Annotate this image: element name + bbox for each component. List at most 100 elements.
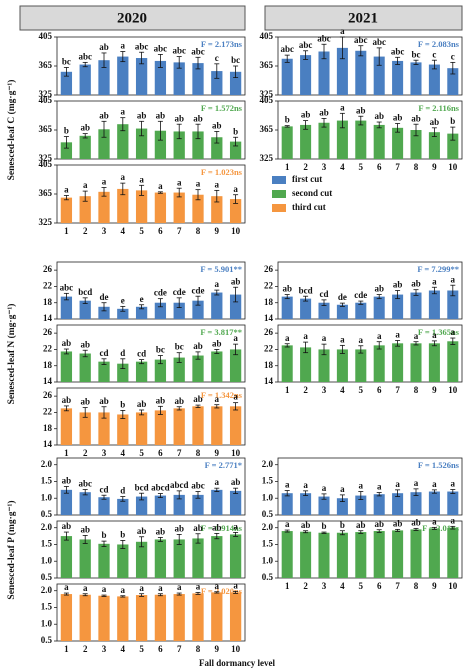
significance-letter: cd [100,348,109,358]
panel-frame [56,324,246,383]
legend-label: second cut [292,188,332,198]
x-tick-label: 5 [139,448,144,458]
bar [135,412,148,445]
significance-letter: a [340,26,345,36]
year-header: 2020 [117,10,147,26]
bar [281,58,293,95]
x-tick-label: 10 [231,448,241,458]
panel-frame [56,261,246,320]
bar [98,595,110,641]
significance-letter: b [120,399,125,409]
x-tick-label: 6 [158,226,163,236]
x-tick-label: 9 [215,226,220,236]
y-tick-label: 26 [43,327,53,337]
y-tick-label: 18 [264,297,274,307]
bar [192,538,204,578]
significance-letter: cde [354,290,367,300]
significance-letter: a [233,184,238,194]
bar [192,300,204,319]
x-tick-label: 4 [121,448,126,458]
significance-letter: a [303,480,308,490]
legend-swatch [272,190,286,198]
bar [154,359,167,382]
y-tick-label: 18 [264,360,274,370]
year-header: 2021 [348,10,378,26]
significance-letter: ab [282,284,292,294]
significance-letter: a [359,481,364,491]
y-tick-label: 2.0 [41,459,53,469]
significance-letter: ab [374,111,384,121]
x-tick-label: 7 [177,226,182,236]
bar [154,302,167,319]
bar [211,196,223,223]
bar [229,71,242,95]
significance-letter: a [233,392,238,402]
x-tick-label: 9 [215,644,220,654]
bar [392,530,404,578]
bar [211,406,223,445]
y-tick-label: 365 [39,124,53,134]
significance-letter: b [285,115,290,125]
significance-letter: ab [174,523,184,533]
bar [98,361,110,382]
x-tick-label: 10 [448,581,458,591]
bar [318,532,330,578]
legend-swatch [272,176,286,184]
bar [300,124,312,159]
x-tick-label: 10 [231,226,241,236]
bar [355,349,367,382]
f-statistic: F = 2.116ns [418,103,459,113]
legend-label: third cut [292,202,326,212]
significance-letter: a [158,181,163,191]
y-tick-label: 14 [264,313,274,323]
significance-letter: cd [137,349,146,359]
significance-letter: a [395,330,400,340]
x-tick-label: 6 [158,644,163,654]
bar [392,127,404,159]
y-tick-label: 0.5 [262,572,274,582]
significance-letter: a [139,583,144,593]
bar [60,408,73,445]
bar [229,406,242,445]
significance-letter: ab [99,110,109,120]
significance-letter: a [121,107,126,117]
y-tick-label: 18 [43,297,53,307]
header-box [264,5,463,31]
significance-letter: abcd [170,480,189,490]
significance-letter: b [64,126,69,136]
significance-letter: a [377,331,382,341]
bar [135,496,148,515]
significance-letter: bc [175,342,184,352]
significance-letter: a [196,179,201,189]
significance-letter: a [177,177,182,187]
significance-letter: bc [412,49,421,59]
significance-letter: a [322,483,327,493]
significance-letter: a [215,279,220,289]
significance-letter: a [451,479,456,489]
significance-letter: a [233,580,238,590]
y-tick-label: 2.0 [41,585,53,595]
y-tick-label: 18 [43,360,53,370]
f-statistic: F = 2.771* [205,460,242,470]
significance-letter: a [64,185,69,195]
bar [154,192,167,223]
panel-frame [277,261,463,320]
significance-letter: ab [156,526,166,536]
y-tick-label: 365 [260,60,274,70]
bar [373,345,385,382]
significance-letter: a [340,484,345,494]
bar [173,494,185,515]
x-tick-label: 10 [231,644,241,654]
f-statistic: F = 1.572ns [201,103,243,113]
bar [173,539,185,578]
x-tick-label: 4 [340,581,345,591]
significance-letter: ab [193,523,203,533]
bar [79,492,91,515]
bar [135,595,148,641]
significance-letter: a [121,172,126,182]
y-tick-label: 22 [43,343,53,353]
legend-swatch [272,204,286,212]
bar [447,491,459,515]
bar [211,71,223,95]
bar [117,188,129,223]
